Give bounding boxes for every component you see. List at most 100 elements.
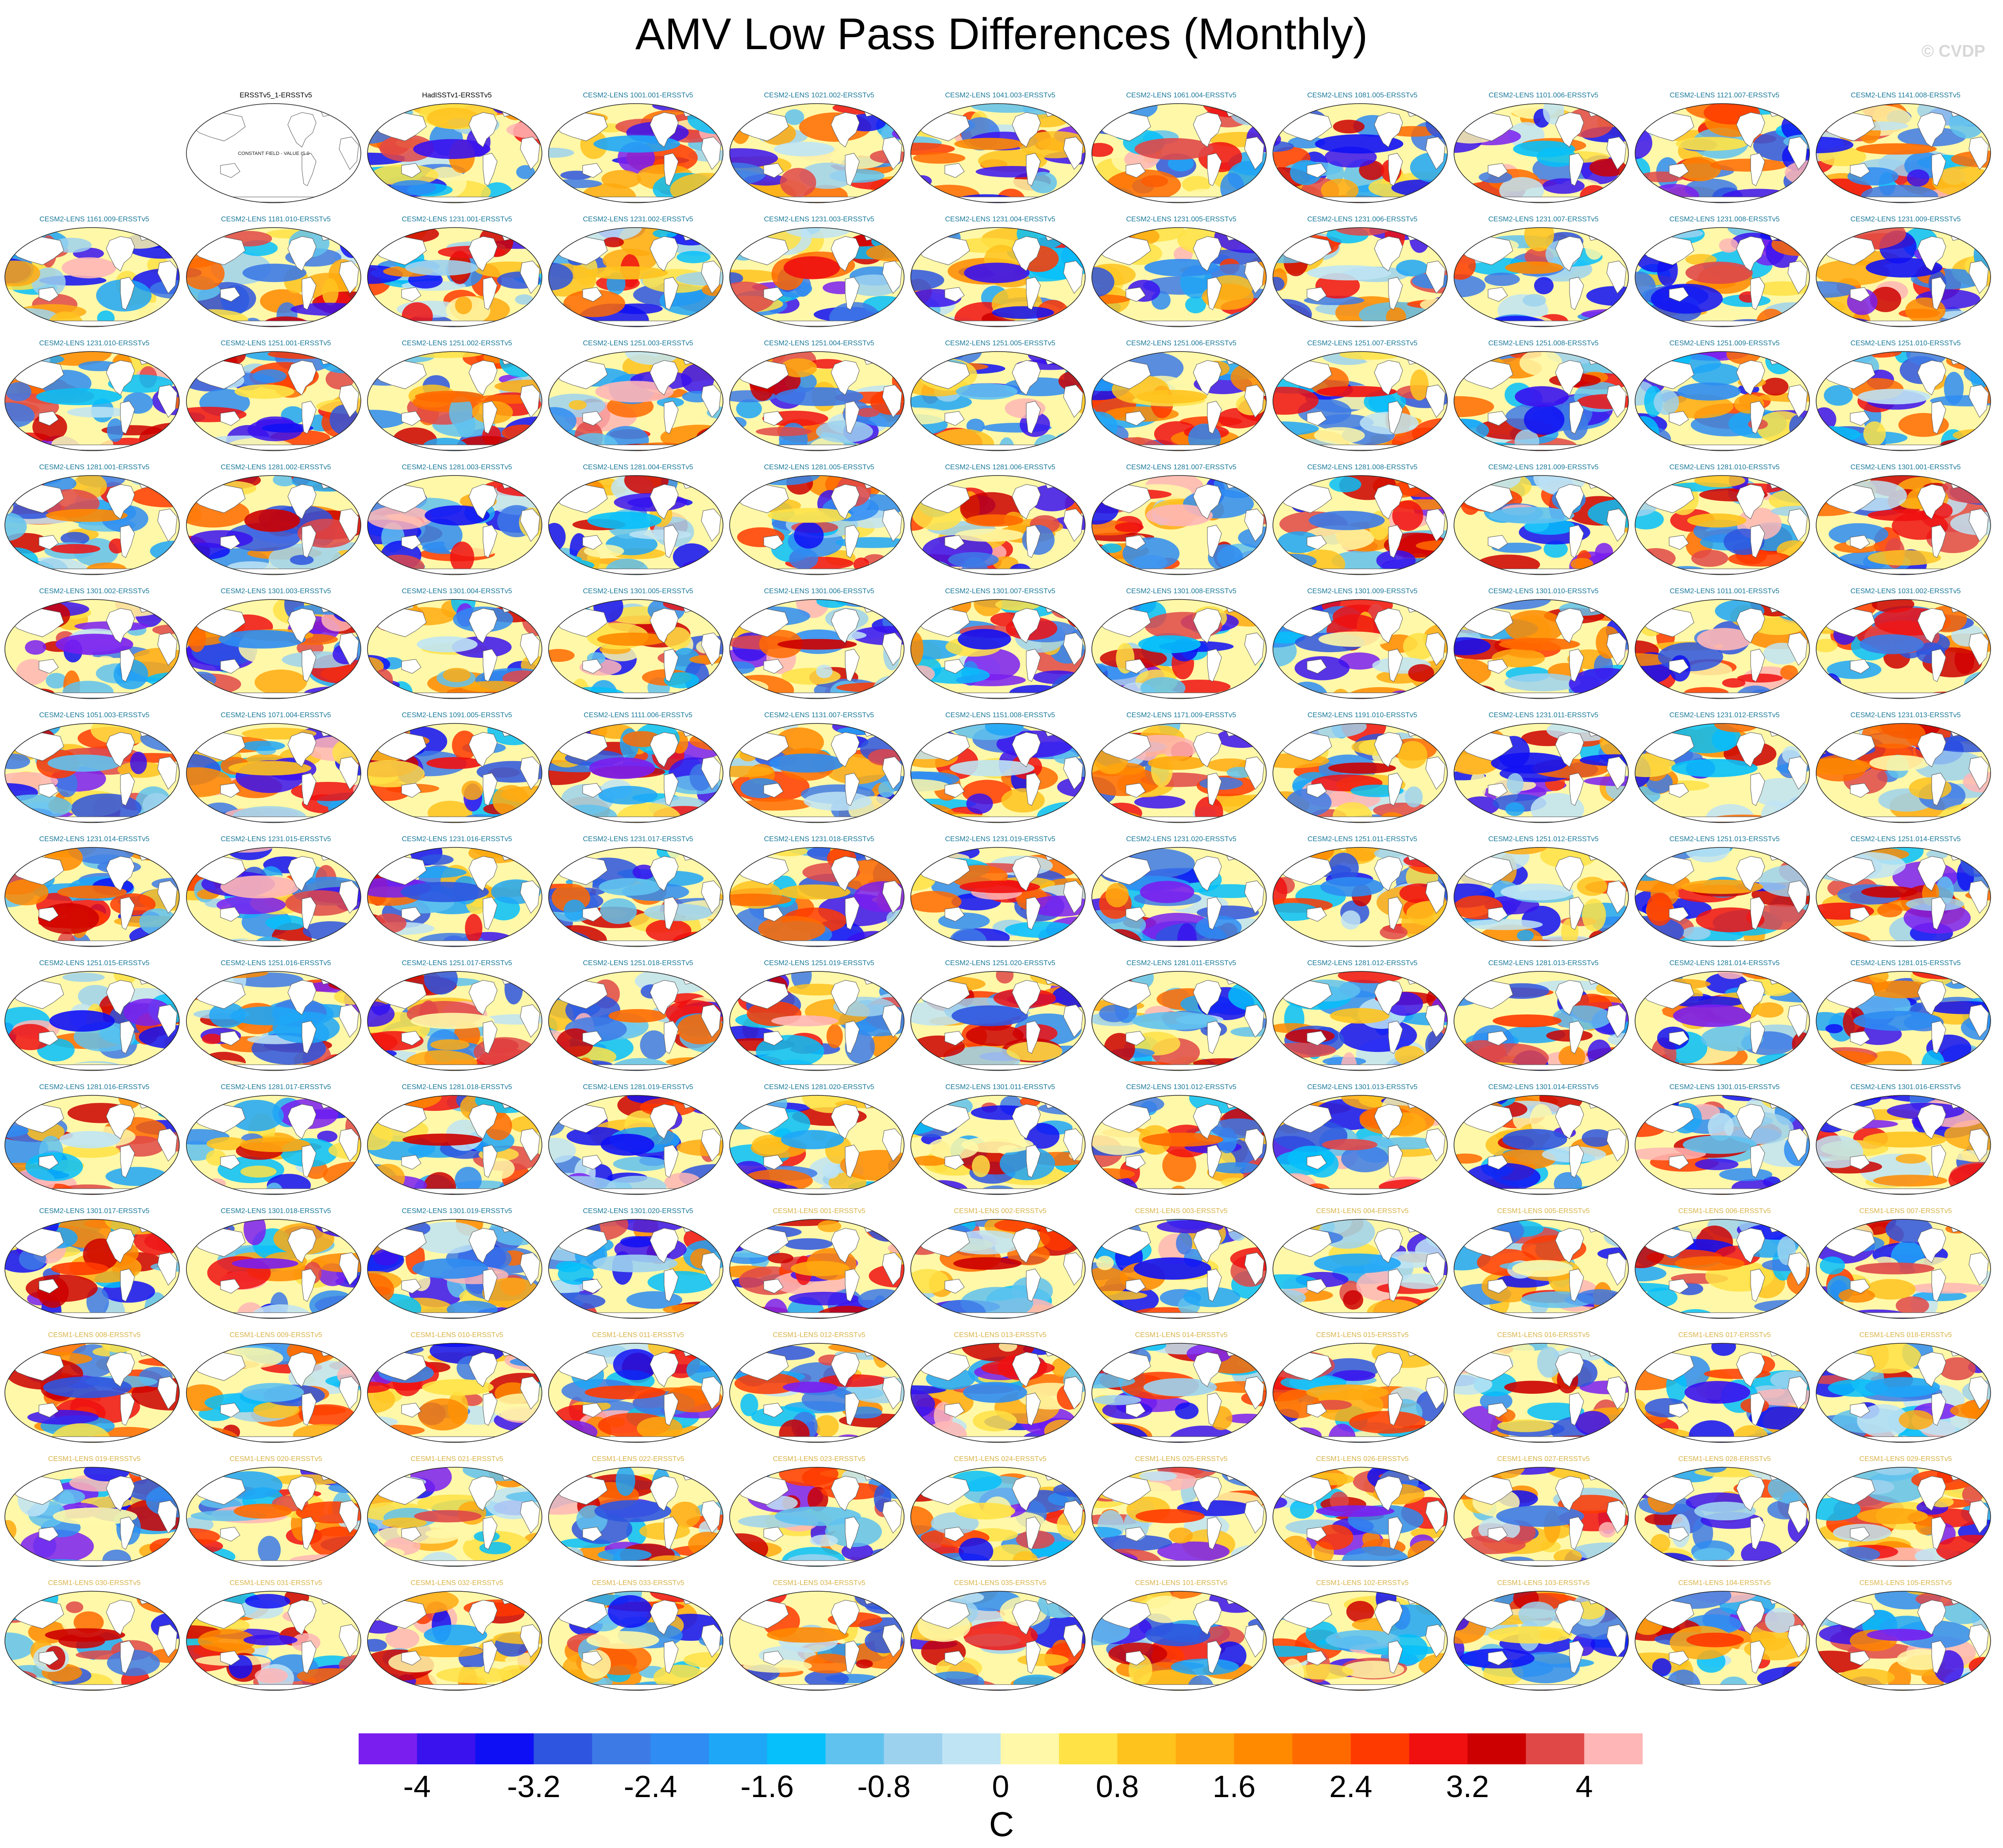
map-panel: CESM2-LENS 1251.004-ERSSTv5 bbox=[728, 339, 910, 462]
map-field bbox=[367, 475, 542, 575]
panel-title: CESM2-LENS 1301.007-ERSSTv5 bbox=[945, 588, 1056, 595]
map-panel: CESM2-LENS 1301.012-ERSSTv5 bbox=[1090, 1083, 1272, 1206]
panel-title: CESM2-LENS 1281.020-ERSSTv5 bbox=[764, 1083, 874, 1091]
map-field bbox=[1635, 475, 1810, 575]
map-field bbox=[1272, 1343, 1448, 1443]
map-field bbox=[367, 1343, 542, 1443]
map-panel: CESM1-LENS 027-ERSSTv5 bbox=[1453, 1454, 1634, 1577]
map-panel: CESM2-LENS 1021.002-ERSSTv5 bbox=[728, 91, 910, 214]
map-panel: CESM2-LENS 1301.016-ERSSTv5 bbox=[1815, 1083, 1996, 1206]
panel-title: CESM1-LENS 015-ERSSTv5 bbox=[1316, 1331, 1409, 1339]
colorbar-tick-label: 3.2 bbox=[1446, 1769, 1489, 1804]
panel-title: CESM2-LENS 1231.004-ERSSTv5 bbox=[945, 216, 1056, 223]
colorbar-tick-label: -2.4 bbox=[623, 1769, 677, 1804]
map-field bbox=[1454, 599, 1629, 699]
map-field bbox=[1272, 971, 1448, 1071]
map-panel: CESM2-LENS 1281.018-ERSSTv5 bbox=[366, 1083, 548, 1206]
map-field bbox=[1454, 1219, 1629, 1319]
panel-title: CESM2-LENS 1231.005-ERSSTv5 bbox=[1126, 216, 1237, 223]
panel-title: CESM2-LENS 1301.005-ERSSTv5 bbox=[583, 588, 693, 595]
map-panel: CESM2-LENS 1231.012-ERSSTv5 bbox=[1634, 711, 1815, 834]
map-panel: CESM2-LENS 1301.015-ERSSTv5 bbox=[1634, 1083, 1815, 1206]
map-panel: CESM2-LENS 1081.005-ERSSTv5 bbox=[1272, 91, 1453, 214]
map-panel: CESM2-LENS 1231.014-ERSSTv5 bbox=[4, 835, 185, 958]
map-panel: CESM2-LENS 1141.008-ERSSTv5 bbox=[1815, 91, 1996, 214]
map-field bbox=[1272, 1095, 1448, 1195]
colorbar-swatch bbox=[767, 1733, 826, 1764]
map-field bbox=[1091, 599, 1267, 699]
map-field bbox=[186, 351, 361, 451]
map-panel: CESM1-LENS 025-ERSSTv5 bbox=[1090, 1454, 1272, 1577]
map-field bbox=[1635, 1467, 1810, 1567]
map-panel: CESM2-LENS 1251.013-ERSSTv5 bbox=[1634, 835, 1815, 958]
map-field bbox=[1454, 475, 1629, 575]
panel-title: CESM2-LENS 1281.017-ERSSTv5 bbox=[220, 1083, 331, 1091]
map-panel: CESM2-LENS 1231.007-ERSSTv5 bbox=[1453, 215, 1634, 338]
map-field bbox=[1816, 1467, 1991, 1567]
map-field bbox=[1272, 351, 1448, 451]
map-panel: CESM2-LENS 1171.009-ERSSTv5 bbox=[1090, 711, 1272, 834]
map-panel: CESM2-LENS 1231.008-ERSSTv5 bbox=[1634, 215, 1815, 338]
colorbar-swatch bbox=[942, 1733, 1001, 1764]
panel-title: CESM1-LENS 030-ERSSTv5 bbox=[48, 1579, 141, 1587]
map-field bbox=[186, 1591, 361, 1691]
panel-title: CESM2-LENS 1251.001-ERSSTv5 bbox=[220, 340, 331, 347]
map-field bbox=[1091, 971, 1267, 1071]
map-panel: CESM2-LENS 1281.013-ERSSTv5 bbox=[1453, 959, 1634, 1082]
map-panel: CESM2-LENS 1251.020-ERSSTv5 bbox=[909, 959, 1091, 1082]
map-field bbox=[1091, 351, 1267, 451]
panel-title: CESM2-LENS 1301.006-ERSSTv5 bbox=[764, 588, 874, 595]
map-field bbox=[1272, 103, 1448, 203]
panel-title: CESM2-LENS 1041.003-ERSSTv5 bbox=[945, 92, 1056, 99]
panel-title: CESM2-LENS 1251.013-ERSSTv5 bbox=[1669, 835, 1780, 843]
panel-title: CESM1-LENS 017-ERSSTv5 bbox=[1678, 1331, 1771, 1339]
panel-title: CESM2-LENS 1251.014-ERSSTv5 bbox=[1850, 835, 1961, 843]
panel-title: CESM2-LENS 1281.008-ERSSTv5 bbox=[1307, 464, 1418, 471]
map-panel: CESM2-LENS 1301.007-ERSSTv5 bbox=[909, 587, 1091, 710]
map-field bbox=[548, 599, 723, 699]
map-panel: CESM1-LENS 001-ERSSTv5 bbox=[728, 1206, 910, 1330]
map-field bbox=[548, 1095, 723, 1195]
colorbar-swatch bbox=[592, 1733, 651, 1764]
map-panel: CESM2-LENS 1281.020-ERSSTv5 bbox=[728, 1083, 910, 1206]
panel-title: CESM2-LENS 1281.001-ERSSTv5 bbox=[39, 464, 150, 471]
map-field bbox=[1091, 847, 1267, 947]
map-field bbox=[1816, 1343, 1991, 1443]
map-field bbox=[4, 971, 180, 1071]
map-panel: CESM1-LENS 010-ERSSTv5 bbox=[366, 1330, 548, 1454]
map-panel: CESM1-LENS 015-ERSSTv5 bbox=[1272, 1330, 1453, 1454]
panel-title: CESM2-LENS 1021.002-ERSSTv5 bbox=[764, 92, 874, 99]
panel-title: CESM1-LENS 028-ERSSTv5 bbox=[1678, 1455, 1771, 1463]
map-field bbox=[548, 351, 723, 451]
map-panel: CESM1-LENS 021-ERSSTv5 bbox=[366, 1454, 548, 1577]
panel-title: CESM2-LENS 1251.006-ERSSTv5 bbox=[1126, 340, 1237, 347]
map-field bbox=[367, 1591, 542, 1691]
panel-title: CESM2-LENS 1251.008-ERSSTv5 bbox=[1488, 340, 1599, 347]
map-panel: CESM2-LENS 1301.018-ERSSTv5 bbox=[185, 1206, 367, 1330]
panel-title: CESM2-LENS 1231.011-ERSSTv5 bbox=[1489, 711, 1598, 719]
panel-title: CESM2-LENS 1301.018-ERSSTv5 bbox=[220, 1207, 331, 1215]
panel-title: CESM2-LENS 1071.004-ERSSTv5 bbox=[220, 711, 331, 719]
map-panel: CESM2-LENS 1251.016-ERSSTv5 bbox=[185, 959, 367, 1082]
map-panel: CESM1-LENS 102-ERSSTv5 bbox=[1272, 1578, 1453, 1701]
map-panel: CESM2-LENS 1231.017-ERSSTv5 bbox=[547, 835, 729, 958]
colorbar-swatch bbox=[1176, 1733, 1234, 1764]
panel-title: CESM2-LENS 1301.008-ERSSTv5 bbox=[1126, 588, 1237, 595]
colorbar-swatch bbox=[1059, 1733, 1118, 1764]
page-title: AMV Low Pass Differences (Monthly) bbox=[635, 9, 1368, 59]
map-field bbox=[548, 1219, 723, 1319]
panel-title: CESM2-LENS 1281.009-ERSSTv5 bbox=[1488, 464, 1599, 471]
map-panel: CESM2-LENS 1231.006-ERSSTv5 bbox=[1272, 215, 1453, 338]
colorbar-tick-label: 4 bbox=[1575, 1769, 1593, 1804]
panel-title: CESM2-LENS 1301.002-ERSSTv5 bbox=[39, 588, 150, 595]
map-field bbox=[1816, 351, 1991, 451]
map-panel: CESM2-LENS 1251.018-ERSSTv5 bbox=[547, 959, 729, 1082]
map-field bbox=[548, 103, 723, 203]
panel-title: CESM2-LENS 1301.001-ERSSTv5 bbox=[1850, 464, 1961, 471]
map-panel: CESM2-LENS 1181.010-ERSSTv5 bbox=[185, 215, 367, 338]
panel-title: CESM2-LENS 1251.017-ERSSTv5 bbox=[402, 959, 512, 967]
panel-title: CESM2-LENS 1301.010-ERSSTv5 bbox=[1488, 588, 1599, 595]
map-panel: CESM2-LENS 1281.014-ERSSTv5 bbox=[1634, 959, 1815, 1082]
panel-title: CESM2-LENS 1281.007-ERSSTv5 bbox=[1126, 464, 1237, 471]
map-field bbox=[1635, 599, 1810, 699]
